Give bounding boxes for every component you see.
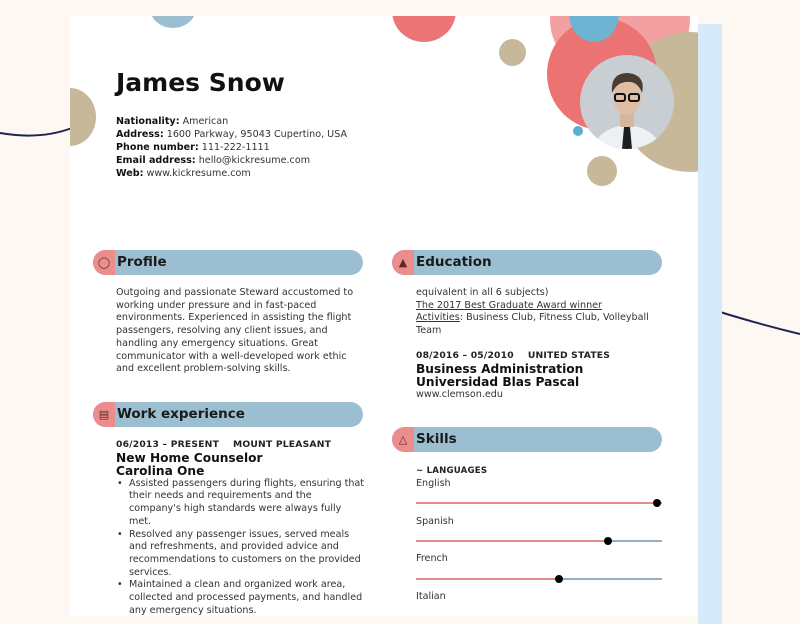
skill-dot <box>554 575 563 583</box>
section-header-work: ▤ Work experience <box>93 402 363 427</box>
decor-circle <box>392 16 456 42</box>
skill-bar <box>416 499 662 507</box>
job-title: New Home Counselor <box>116 450 263 465</box>
list-item: Assisted passengers during flights, ensu… <box>116 478 366 529</box>
contact-info: Nationality: American Address: 1600 Park… <box>116 115 347 180</box>
section-header-skills: △ Skills <box>392 427 662 452</box>
resume-page: James Snow Nationality: American Address… <box>70 16 698 616</box>
job-meta: 06/2013 – PRESENT MOUNT PLEASANT <box>116 439 332 450</box>
contact-address: Address: 1600 Parkway, 95043 Cupertino, … <box>116 129 348 140</box>
decor-circle <box>150 16 196 28</box>
section-header-profile: ◯ Profile <box>93 250 363 275</box>
contact-nationality: Nationality: American <box>116 116 229 127</box>
decor-circle <box>573 126 583 136</box>
graduation-cap-icon: ▲ <box>392 250 414 275</box>
list-item: Maintained a clean and organized work ar… <box>116 579 366 617</box>
contact-phone: Phone number: 111-222-1111 <box>116 142 270 153</box>
accent-strip <box>698 24 722 624</box>
school-web[interactable]: www.clemson.edu <box>416 388 503 400</box>
flask-icon: △ <box>392 427 414 452</box>
decor-circle <box>587 156 617 186</box>
skill-label: Spanish <box>416 516 454 527</box>
skill-dot <box>653 499 662 507</box>
skill-label: French <box>416 553 448 564</box>
candidate-name: James Snow <box>116 68 285 97</box>
profile-photo <box>580 55 674 149</box>
job-company: Carolina One <box>116 463 205 478</box>
list-item: Resolved any passenger issues, served me… <box>116 529 366 580</box>
skill-bar <box>416 537 662 545</box>
school: Universidad Blas Pascal <box>416 374 580 389</box>
contact-web: Web: www.kickresume.com <box>116 168 251 179</box>
award-link: The 2017 Best Graduate Award winner <box>416 299 603 311</box>
job-entry: 06/2013 – PRESENT MOUNT PLEASANT New Home… <box>116 439 366 617</box>
decor-circle <box>70 88 96 146</box>
skill-bar <box>416 575 662 583</box>
education-details: equivalent in all 6 subjects) The 2017 B… <box>416 287 666 401</box>
skill-label: English <box>416 478 451 489</box>
skill-fill <box>416 502 658 504</box>
skill-label: Italian <box>416 591 446 602</box>
job-bullets: Assisted passengers during flights, ensu… <box>116 478 366 618</box>
skill-fill <box>416 540 608 542</box>
education-meta: 08/2016 – 05/2010 UNITED STATES <box>416 349 611 361</box>
skills-group: ~ LANGUAGES <box>416 466 488 476</box>
decor-circle <box>499 39 526 66</box>
skill-dot <box>603 537 612 545</box>
section-header-education: ▲ Education <box>392 250 662 275</box>
profile-text: Outgoing and passionate Steward accustom… <box>116 287 354 375</box>
person-icon: ◯ <box>93 250 115 275</box>
skill-fill <box>416 578 559 580</box>
briefcase-icon: ▤ <box>93 402 115 427</box>
contact-email: Email address: hello@kickresume.com <box>116 155 311 166</box>
degree: Business Administration <box>416 361 584 376</box>
